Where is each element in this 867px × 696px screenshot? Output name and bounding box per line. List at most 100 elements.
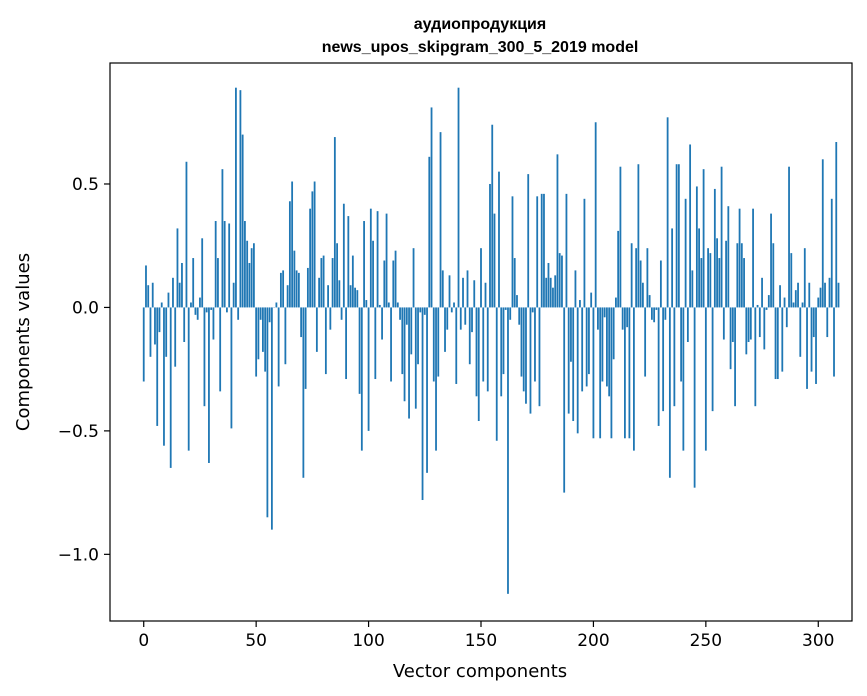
bar [185, 161, 188, 308]
bar [318, 277, 321, 308]
bar [477, 307, 480, 422]
bar [169, 307, 172, 468]
bar [441, 270, 444, 308]
bar [801, 302, 804, 308]
bar [520, 307, 523, 377]
bar [241, 134, 244, 308]
bar [295, 270, 298, 308]
bar [630, 243, 633, 308]
bar [835, 142, 838, 308]
bar [392, 260, 395, 308]
bar [549, 277, 552, 308]
bar [304, 307, 307, 389]
bar [282, 270, 285, 308]
bar [414, 307, 417, 409]
bar [731, 307, 734, 342]
bar [603, 307, 606, 318]
bar [590, 292, 593, 308]
bar [385, 213, 388, 308]
bar [806, 307, 808, 389]
bar [311, 191, 314, 308]
bar [347, 216, 350, 308]
bar [543, 193, 545, 308]
bar [819, 287, 822, 308]
bar [698, 228, 700, 308]
bar [237, 307, 240, 320]
bar [641, 282, 644, 308]
bar [221, 169, 224, 308]
bar [369, 208, 372, 308]
bar [329, 307, 332, 330]
bar [275, 302, 278, 308]
bar [320, 258, 323, 308]
bar [770, 213, 772, 308]
bar [160, 302, 163, 308]
bar [336, 243, 338, 308]
bar [626, 307, 629, 328]
bar [574, 270, 577, 308]
bar [702, 169, 705, 308]
bar [612, 307, 615, 360]
bar [743, 258, 745, 308]
bar [178, 282, 181, 308]
bar [450, 307, 453, 313]
bar [534, 307, 536, 382]
bar [208, 307, 210, 463]
bar [824, 282, 826, 308]
bar [291, 181, 294, 308]
bar [172, 277, 174, 308]
bar [547, 262, 550, 308]
bar [205, 307, 208, 313]
bar [212, 307, 215, 340]
bar [797, 282, 799, 308]
bar [563, 307, 566, 493]
bar [673, 307, 676, 407]
bar [484, 282, 487, 308]
bar [257, 307, 260, 360]
bar [686, 307, 689, 342]
bar [761, 277, 763, 308]
bar [628, 307, 631, 439]
bar [489, 183, 491, 308]
bar [772, 243, 775, 308]
bar [833, 307, 835, 377]
bar [680, 307, 683, 382]
bar [583, 198, 586, 308]
bar [830, 198, 833, 308]
bar [666, 117, 669, 308]
bar [693, 307, 696, 488]
bar [754, 307, 757, 407]
bar [253, 243, 255, 308]
bar [745, 307, 748, 355]
bar [540, 193, 543, 308]
bar [210, 307, 213, 310]
bar [471, 307, 473, 333]
bar [405, 307, 408, 325]
bar [729, 307, 732, 370]
bar [432, 307, 435, 382]
bar [531, 307, 534, 313]
bar [192, 258, 195, 308]
bar [648, 295, 651, 308]
bar [421, 307, 424, 501]
x-tick-label: 200 [577, 631, 609, 651]
bar [165, 307, 168, 357]
bar [426, 307, 428, 473]
bar [457, 87, 460, 308]
bar [662, 307, 665, 412]
bar [390, 307, 392, 382]
x-tick-label: 0 [138, 631, 149, 651]
bar [716, 238, 718, 308]
bar [727, 206, 730, 308]
bar [774, 307, 777, 380]
bar [214, 221, 217, 308]
bar [711, 307, 714, 412]
bar [399, 307, 401, 320]
bar [226, 307, 228, 313]
bar [394, 250, 397, 308]
bar [725, 240, 727, 308]
bar [498, 171, 500, 308]
bar [142, 307, 145, 382]
bar [223, 221, 226, 308]
